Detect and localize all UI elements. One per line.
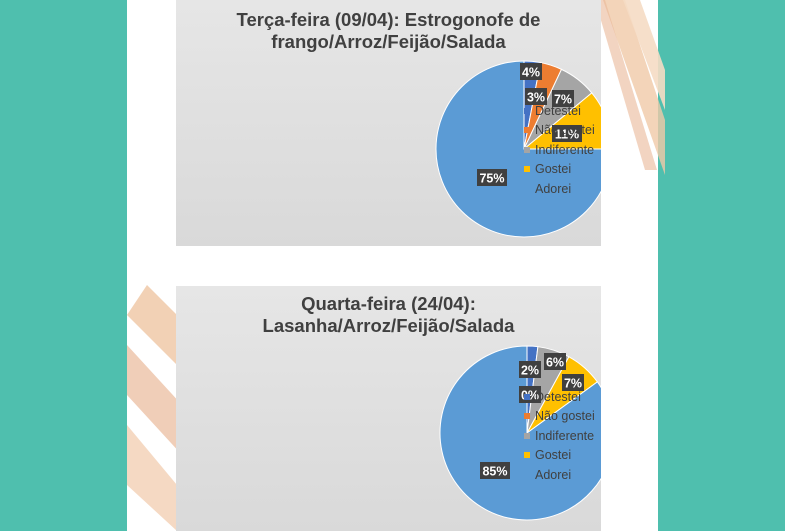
data-label-box [480,462,510,479]
pie-chart: 3% 4% 7% 11% 75% [435,60,601,238]
data-label: 3% [525,88,547,105]
legend-item: Detestei [524,387,595,407]
data-label: 7% [562,374,584,391]
data-label: 7% [552,90,574,107]
legend-item: Indiferente [524,140,595,160]
legend-item: Gostei [524,160,595,180]
legend-label: Detestei [535,389,581,404]
legend-item: Não gostei [524,121,595,141]
legend-swatch [524,166,530,173]
data-label: 85% [480,462,510,479]
legend-swatch [524,146,530,153]
data-label: 11% [552,125,582,142]
legend-item: Detestei [524,101,595,121]
legend-swatch [524,471,530,478]
data-label-box [544,353,566,370]
legend-swatch [524,452,530,459]
legend-label: Detestei [535,103,581,118]
data-label-box [519,361,541,378]
chart-legend: Detestei Não gostei Indiferente Gostei A… [524,387,595,485]
legend-item: Indiferente [524,426,595,446]
legend-swatch [524,432,530,439]
legend-item: Adorei [524,465,595,485]
chart-card-tuesday: Terça-feira (09/04): Estrogonofe de fran… [176,0,601,246]
legend-swatch [524,127,530,134]
legend-item: Adorei [524,179,595,199]
legend-swatch [524,185,530,192]
legend-swatch [524,413,530,420]
chart-title-line-2: Lasanha/Arroz/Feijão/Salada [262,315,515,336]
data-label-box [525,88,547,105]
data-label-box [562,374,584,391]
legend-swatch [524,107,530,114]
data-label: 4% [520,63,542,80]
legend-label: Indiferente [535,428,595,443]
data-label-text: 11% [555,128,579,142]
data-label-text: 75% [479,172,504,186]
data-label-text: 6% [546,356,564,370]
data-label-box [552,125,582,142]
pie-chart: 2%0%6%7%85% [439,345,601,521]
chart-title-line-1: Terça-feira (09/04): Estrogonofe de [236,9,541,30]
data-label-text: 7% [554,93,572,107]
data-label-box [552,90,574,107]
data-label-text: 7% [564,377,582,391]
chart-title: Quarta-feira (24/04): Lasanha/Arroz/Feij… [176,293,601,337]
legend-label: Não gostei [535,123,595,138]
legend-label: Adorei [535,181,572,196]
data-label-box [477,169,507,186]
chart-card-wednesday: Quarta-feira (24/04): Lasanha/Arroz/Feij… [176,286,601,531]
pie-slice-adorei [435,60,601,238]
legend-swatch [524,393,530,400]
legend-label: Indiferente [535,142,595,157]
legend-item: Não gostei [524,407,595,427]
data-label: 2% [519,361,541,378]
data-label: 75% [477,169,507,186]
data-label-text: 3% [527,91,545,105]
legend-label: Adorei [535,467,572,482]
chart-title-line-2: frango/Arroz/Feijão/Salada [271,31,506,52]
data-label-text: 4% [522,66,540,80]
chart-legend: Detestei Não gostei Indiferente Gostei A… [524,101,595,199]
legend-label: Gostei [535,448,572,463]
chart-title: Terça-feira (09/04): Estrogonofe de fran… [176,9,601,53]
data-label-text: 2% [521,364,539,378]
legend-label: Gostei [535,162,572,177]
data-label-box [520,63,542,80]
legend-label: Não gostei [535,409,595,424]
data-label-text: 85% [482,465,507,479]
chart-title-line-1: Quarta-feira (24/04): [301,293,476,314]
data-label: 6% [544,353,566,370]
legend-item: Gostei [524,446,595,466]
